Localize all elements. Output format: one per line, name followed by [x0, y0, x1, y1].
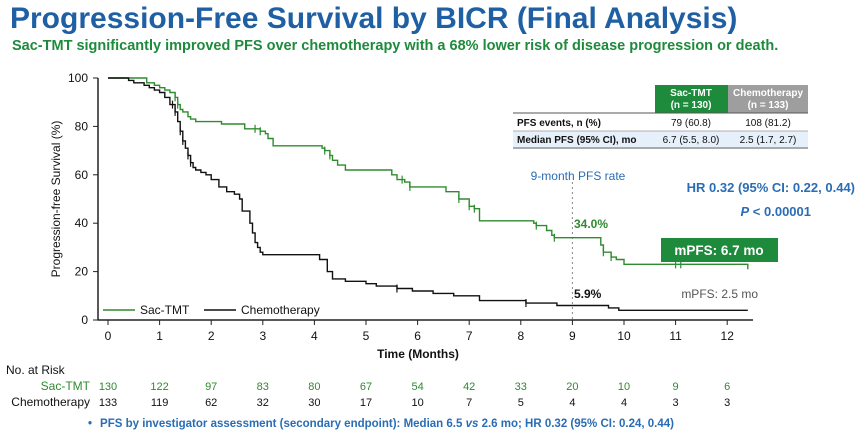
table-header-sac-bg — [655, 85, 728, 113]
x-tick-label: 5 — [363, 329, 370, 343]
x-tick-label: 4 — [311, 329, 318, 343]
at-risk-value: 32 — [257, 397, 269, 409]
table-header-chemo-n: (n = 133) — [748, 100, 789, 111]
x-tick-label: 3 — [259, 329, 266, 343]
at-risk-value: 3 — [673, 397, 679, 409]
table-header-chemo-name: Chemotherapy — [733, 88, 803, 99]
legend-label-sac-tmt: Sac-TMT — [140, 303, 190, 317]
footnote-bullet: • — [88, 418, 93, 430]
table-row-label: PFS events, n (%) — [517, 118, 601, 129]
at-risk-value: 97 — [205, 381, 217, 393]
y-tick-label: 100 — [68, 71, 88, 85]
y-tick-label: 0 — [81, 313, 88, 327]
y-tick-label: 60 — [75, 168, 89, 182]
table-cell: 6.7 (5.5, 8.0) — [663, 135, 720, 146]
sac-9mo-rate: 34.0% — [574, 217, 608, 231]
at-risk-value: 130 — [99, 381, 117, 393]
at-risk-value: 30 — [308, 397, 320, 409]
table-row-label: Median PFS (95% CI), mo — [517, 135, 636, 146]
p-value: P < 0.00001 — [741, 204, 811, 219]
mpfs-sac-label: mPFS: 6.7 mo — [674, 243, 763, 258]
at-risk-value: 9 — [673, 381, 679, 393]
p-value-symbol: P — [741, 204, 750, 219]
x-tick-label: 10 — [617, 329, 631, 343]
y-tick-label: 40 — [75, 216, 89, 230]
at-risk-value: 119 — [151, 397, 169, 409]
p-value-number: < 0.00001 — [749, 204, 811, 219]
x-tick-label: 2 — [208, 329, 215, 343]
table-header-sac-n: (n = 130) — [671, 100, 712, 111]
x-axis-label: Time (Months) — [377, 347, 459, 361]
page-title: Progression-Free Survival by BICR (Final… — [10, 2, 738, 35]
table-cell: 108 (81.2) — [745, 118, 791, 129]
at-risk-label: Sac-TMT — [41, 379, 91, 393]
at-risk-value: 122 — [150, 381, 168, 393]
x-tick-label: 11 — [669, 329, 682, 343]
at-risk-value: 83 — [257, 381, 269, 393]
x-tick-label: 6 — [414, 329, 421, 343]
series-line-sac-tmt — [108, 77, 749, 270]
chemo-9mo-rate: 5.9% — [574, 287, 602, 301]
at-risk-value: 33 — [515, 381, 527, 393]
y-tick-label: 20 — [75, 265, 89, 279]
at-risk-value: 42 — [463, 381, 475, 393]
table-header-sac-name: Sac-TMT — [670, 88, 712, 99]
at-risk-value: 17 — [360, 397, 372, 409]
table-header-chemo-bg — [728, 85, 808, 113]
at-risk-value: 4 — [569, 397, 575, 409]
at-risk-value: 133 — [99, 397, 117, 409]
x-tick-label: 0 — [105, 329, 112, 343]
footnote-text-2: 2.6 mo; HR 0.32 (95% CI: 0.24, 0.44) — [478, 418, 674, 430]
at-risk-value: 62 — [205, 397, 217, 409]
hazard-ratio: HR 0.32 (95% CI: 0.22, 0.44) — [687, 180, 855, 195]
at-risk-label: Chemotherapy — [11, 395, 90, 409]
at-risk-value: 3 — [724, 397, 730, 409]
at-risk-title: No. at Risk — [6, 363, 66, 377]
footnote-vs: vs — [465, 418, 479, 430]
y-tick-label: 80 — [75, 119, 89, 133]
pfs9-label: 9-month PFS rate — [531, 169, 626, 183]
series-line-chemotherapy — [108, 77, 748, 311]
x-tick-label: 9 — [569, 329, 576, 343]
at-risk-value: 4 — [621, 397, 627, 409]
at-risk-value: 10 — [618, 381, 630, 393]
x-tick-label: 7 — [466, 329, 473, 343]
table-cell: 2.5 (1.7, 2.7) — [740, 135, 797, 146]
at-risk-value: 54 — [411, 381, 423, 393]
legend-label-chemotherapy: Chemotherapy — [241, 303, 320, 317]
table-cell: 79 (60.8) — [671, 118, 711, 129]
at-risk-value: 80 — [308, 381, 320, 393]
at-risk-value: 10 — [411, 397, 423, 409]
at-risk-value: 67 — [360, 381, 372, 393]
x-tick-label: 12 — [721, 329, 735, 343]
x-tick-label: 1 — [156, 329, 163, 343]
mpfs-sac-box — [661, 238, 778, 262]
table-row-shade — [513, 131, 808, 147]
page-subtitle: Sac-TMT significantly improved PFS over … — [12, 38, 779, 54]
at-risk-value: 7 — [466, 397, 472, 409]
at-risk-value: 5 — [518, 397, 524, 409]
mpfs-chemo-label: mPFS: 2.5 mo — [681, 287, 758, 301]
at-risk-value: 6 — [724, 381, 730, 393]
footnote-text-1: PFS by investigator assessment (secondar… — [100, 418, 466, 430]
footnote: • PFS by investigator assessment (seconda… — [88, 418, 674, 430]
x-tick-label: 8 — [517, 329, 524, 343]
y-axis-label: Progression-free Survival (%) — [49, 121, 63, 278]
at-risk-value: 20 — [566, 381, 578, 393]
